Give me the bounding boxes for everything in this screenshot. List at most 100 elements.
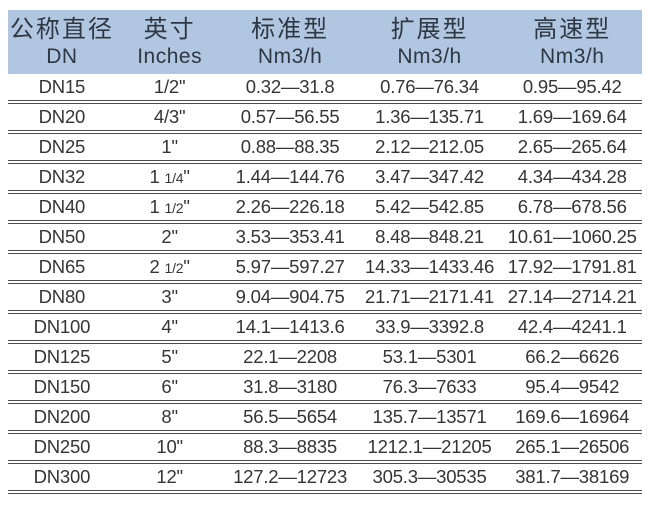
column-header-0: 公称直径 DN <box>8 10 116 74</box>
extended-range-cell: 33.9—3392.8 <box>356 312 503 344</box>
highspeed-range-cell: 6.78—678.56 <box>502 192 642 224</box>
table-row: DN40 1 1/2" 2.26—226.18 5.42—542.85 6.78—678… <box>8 192 642 224</box>
highspeed-range-cell: 66.2—6626 <box>502 342 642 374</box>
table-body: DN15 1/2" 0.32—31.8 0.76—76.34 0.95—95.42 DN2… <box>8 74 642 494</box>
extended-range-cell: 1212.1—21205 <box>356 432 503 464</box>
table-row: DN80 3" 9.04—904.75 21.71—2171.41 27.14—2714… <box>8 282 642 314</box>
inches-cell: 8" <box>115 402 224 434</box>
dn-cell: DN15 <box>8 74 116 104</box>
dn-cell: DN20 <box>8 102 116 134</box>
highspeed-range-cell: 169.6—16964 <box>502 402 642 434</box>
table-row: DN300 12" 127.2—12723 305.3—30535 381.7—3816… <box>8 462 642 494</box>
column-unit: Inches <box>137 45 203 69</box>
extended-range-cell: 21.71—2171.41 <box>356 282 503 314</box>
highspeed-range-cell: 42.4—4241.1 <box>502 312 642 344</box>
dn-cell: DN25 <box>8 132 116 164</box>
standard-range-cell: 0.32—31.8 <box>223 74 357 104</box>
standard-range-cell: 88.3—8835 <box>223 432 357 464</box>
table-row: DN20 4/3" 0.57—56.55 1.36—135.71 1.69—169.64 <box>8 102 642 134</box>
dn-cell: DN250 <box>8 432 116 464</box>
extended-range-cell: 3.47—347.42 <box>356 162 503 194</box>
table-row: DN50 2" 3.53—353.41 8.48—848.21 10.61—1060.2… <box>8 222 642 254</box>
column-header-1: 英寸 Inches <box>115 10 224 74</box>
column-unit: DN <box>46 45 78 69</box>
highspeed-range-cell: 265.1—26506 <box>502 432 642 464</box>
inches-cell: 4/3" <box>115 102 224 134</box>
inches-cell: 1/2" <box>115 74 224 104</box>
extended-range-cell: 53.1—5301 <box>356 342 503 374</box>
table-row: DN200 8" 56.5—5654 135.7—13571 169.6—16964 <box>8 402 642 434</box>
highspeed-range-cell: 27.14—2714.21 <box>502 282 642 314</box>
table-row: DN125 5" 22.1—2208 53.1—5301 66.2—6626 <box>8 342 642 374</box>
inches-cell: 2 1/2" <box>115 252 224 284</box>
inches-cell: 2" <box>115 222 224 254</box>
extended-range-cell: 0.76—76.34 <box>356 74 503 104</box>
column-header-3: 扩展型 Nm3/h <box>356 10 503 74</box>
standard-range-cell: 0.88—88.35 <box>223 132 357 164</box>
dn-cell: DN40 <box>8 192 116 224</box>
column-title: 标准型 <box>251 16 330 44</box>
table-row: DN100 4" 14.1—1413.6 33.9—3392.8 42.4—4241.1 <box>8 312 642 344</box>
table-row: DN250 10" 88.3—8835 1212.1—21205 265.1—26506 <box>8 432 642 464</box>
column-title: 高速型 <box>533 16 612 44</box>
dn-cell: DN100 <box>8 312 116 344</box>
highspeed-range-cell: 4.34—434.28 <box>502 162 642 194</box>
standard-range-cell: 2.26—226.18 <box>223 192 357 224</box>
inches-cell: 12" <box>115 462 224 494</box>
extended-range-cell: 76.3—7633 <box>356 372 503 404</box>
standard-range-cell: 22.1—2208 <box>223 342 357 374</box>
highspeed-range-cell: 95.4—9542 <box>502 372 642 404</box>
column-header-2: 标准型 Nm3/h <box>223 10 357 74</box>
column-title: 扩展型 <box>390 16 469 44</box>
highspeed-range-cell: 0.95—95.42 <box>502 74 642 104</box>
table-header-row: 公称直径 DN 英寸 Inches 标准型 Nm3/h 扩展型 Nm3/h 高速型 Nm3/h <box>8 10 642 74</box>
table-row: DN150 6" 31.8—3180 76.3—7633 95.4—9542 <box>8 372 642 404</box>
standard-range-cell: 9.04—904.75 <box>223 282 357 314</box>
dn-cell: DN200 <box>8 402 116 434</box>
inches-cell: 3" <box>115 282 224 314</box>
table-row: DN25 1" 0.88—88.35 2.12—212.05 2.65—265.64 <box>8 132 642 164</box>
table-row: DN15 1/2" 0.32—31.8 0.76—76.34 0.95—95.42 <box>8 74 642 104</box>
standard-range-cell: 0.57—56.55 <box>223 102 357 134</box>
standard-range-cell: 3.53—353.41 <box>223 222 357 254</box>
standard-range-cell: 5.97—597.27 <box>223 252 357 284</box>
inches-cell: 5" <box>115 342 224 374</box>
extended-range-cell: 14.33—1433.46 <box>356 252 503 284</box>
highspeed-range-cell: 17.92—1791.81 <box>502 252 642 284</box>
standard-range-cell: 127.2—12723 <box>223 462 357 494</box>
dn-cell: DN300 <box>8 462 116 494</box>
dn-cell: DN80 <box>8 282 116 314</box>
dn-cell: DN125 <box>8 342 116 374</box>
inches-cell: 10" <box>115 432 224 464</box>
inches-cell: 6" <box>115 372 224 404</box>
standard-range-cell: 1.44—144.76 <box>223 162 357 194</box>
table-row: DN65 2 1/2" 5.97—597.27 14.33—1433.46 17.92—… <box>8 252 642 284</box>
dn-cell: DN32 <box>8 162 116 194</box>
inches-cell: 1" <box>115 132 224 164</box>
extended-range-cell: 1.36—135.71 <box>356 102 503 134</box>
highspeed-range-cell: 10.61—1060.25 <box>502 222 642 254</box>
extended-range-cell: 8.48—848.21 <box>356 222 503 254</box>
column-header-4: 高速型 Nm3/h <box>502 10 642 74</box>
inches-cell: 1 1/2" <box>115 192 224 224</box>
standard-range-cell: 31.8—3180 <box>223 372 357 404</box>
highspeed-range-cell: 381.7—38169 <box>502 462 642 494</box>
flow-rate-table: 公称直径 DN 英寸 Inches 标准型 Nm3/h 扩展型 Nm3/h 高速型 Nm3/h D… <box>8 10 642 494</box>
extended-range-cell: 135.7—13571 <box>356 402 503 434</box>
dn-cell: DN50 <box>8 222 116 254</box>
highspeed-range-cell: 1.69—169.64 <box>502 102 642 134</box>
inches-cell: 1 1/4" <box>115 162 224 194</box>
table-header: 公称直径 DN 英寸 Inches 标准型 Nm3/h 扩展型 Nm3/h 高速型 Nm3/h <box>8 10 642 74</box>
standard-range-cell: 56.5—5654 <box>223 402 357 434</box>
extended-range-cell: 2.12—212.05 <box>356 132 503 164</box>
dn-cell: DN150 <box>8 372 116 404</box>
column-title: 公称直径 <box>9 16 114 44</box>
table-row: DN32 1 1/4" 1.44—144.76 3.47—347.42 4.34—434… <box>8 162 642 194</box>
inches-cell: 4" <box>115 312 224 344</box>
highspeed-range-cell: 2.65—265.64 <box>502 132 642 164</box>
extended-range-cell: 305.3—30535 <box>356 462 503 494</box>
column-unit: Nm3/h <box>257 45 323 69</box>
column-unit: Nm3/h <box>397 45 462 69</box>
column-title: 英寸 <box>143 16 196 44</box>
dn-cell: DN65 <box>8 252 116 284</box>
